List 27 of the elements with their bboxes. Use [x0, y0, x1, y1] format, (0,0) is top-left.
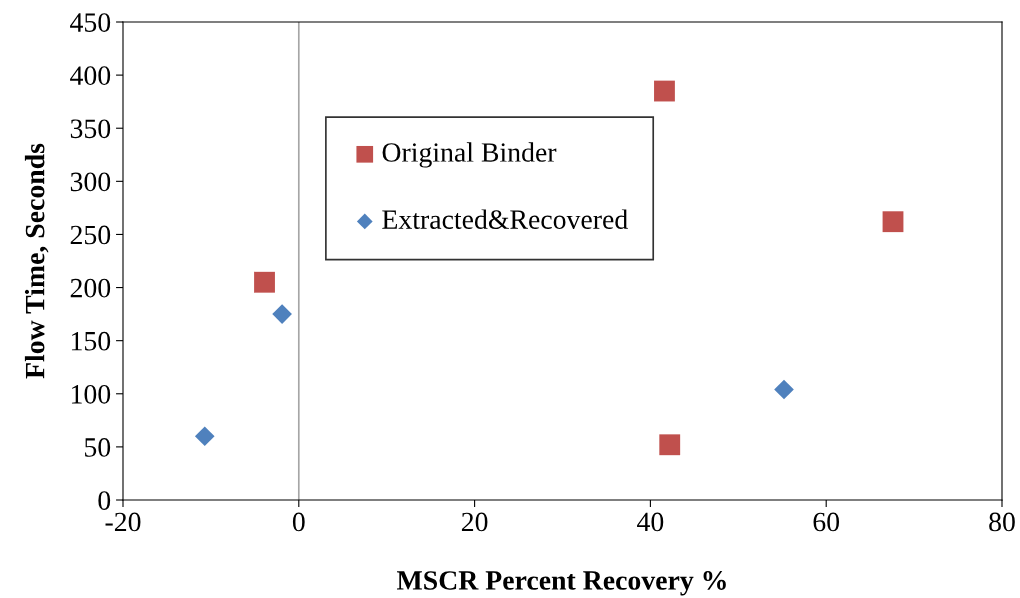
x-tick-label: 60 — [813, 512, 840, 532]
x-tick-label: 40 — [637, 512, 664, 532]
y-tick-label: 350 — [70, 119, 111, 139]
y-tick-label: 300 — [70, 172, 111, 192]
y-tick-label: 150 — [71, 331, 111, 351]
legend-label: Extracted&Recovered — [382, 209, 628, 229]
point — [774, 379, 794, 400]
x-tick-label: -20 — [105, 512, 141, 532]
y-tick-label: 450 — [70, 13, 111, 32]
point — [254, 271, 275, 293]
y-axis-title: Flow Time, Seconds — [24, 143, 49, 379]
x-tick-label: 0 — [292, 512, 305, 532]
point — [654, 80, 675, 102]
point — [659, 434, 681, 456]
x-tick-label: 80 — [989, 512, 1015, 532]
legend-label: Original Binder — [382, 142, 557, 168]
y-tick-label: 50 — [85, 438, 111, 457]
y-tick-label: 0 — [98, 491, 111, 510]
y-tick-label: 400 — [70, 66, 111, 86]
x-axis-title: MSCR Percent Recovery % — [397, 571, 726, 596]
point — [882, 211, 904, 233]
y-tick-label: 250 — [70, 225, 111, 245]
point — [194, 426, 215, 447]
y-tick-label: 100 — [71, 384, 111, 404]
x-tick-label: 20 — [461, 512, 488, 532]
point — [272, 304, 292, 324]
y-tick-label: 200 — [70, 278, 111, 298]
